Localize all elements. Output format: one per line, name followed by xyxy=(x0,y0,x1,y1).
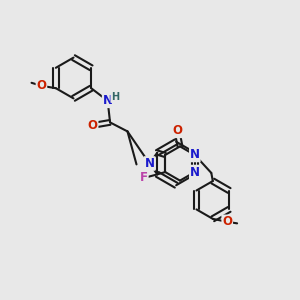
Text: O: O xyxy=(88,119,98,132)
Text: N: N xyxy=(190,148,200,161)
Text: F: F xyxy=(140,172,148,184)
Text: H: H xyxy=(111,92,119,102)
Text: N: N xyxy=(103,94,113,107)
Text: O: O xyxy=(172,124,182,137)
Text: N: N xyxy=(190,166,200,178)
Text: O: O xyxy=(36,79,46,92)
Text: O: O xyxy=(222,215,232,228)
Text: N: N xyxy=(145,157,154,170)
